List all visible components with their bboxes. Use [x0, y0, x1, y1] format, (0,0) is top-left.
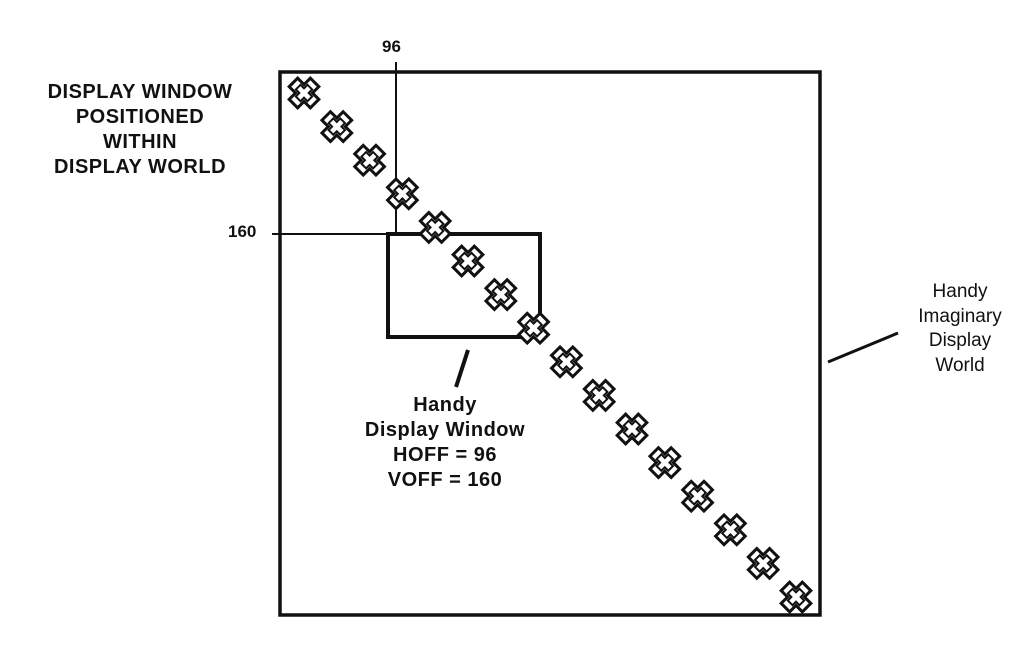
cross-outline-icon [287, 76, 321, 110]
imaginary-world-line: World [935, 355, 985, 377]
cross-outline-icon [418, 210, 453, 245]
cross-outline-icon [647, 445, 682, 480]
cross-outline-icon [385, 176, 420, 211]
cross-outline-icon [516, 311, 551, 346]
voff-value: VOFF = 160 [387, 469, 503, 491]
cross-outline-icon [582, 378, 617, 413]
cross-outline-icon [483, 277, 518, 312]
world-caption: DISPLAY WINDOW POSITIONED WITHIN DISPLAY… [30, 80, 250, 180]
cross-outline-icon [451, 244, 485, 278]
display-window-line: Display Window [364, 419, 526, 441]
cross-outline-icon [319, 109, 354, 144]
world-caption-line: POSITIONED [75, 106, 205, 128]
imaginary-world-line: Display [928, 330, 992, 352]
imaginary-world-line: Imaginary [918, 305, 1002, 327]
display-window-frame [386, 232, 542, 339]
cross-outline-icon [549, 344, 584, 379]
display-window-caption: Handy Display Window HOFF = 96 VOFF = 16… [330, 393, 560, 493]
cross-outline-icon [746, 546, 781, 581]
cross-outline-icon [779, 580, 813, 614]
world-caption-line: DISPLAY WORLD [53, 156, 227, 178]
cross-outline-icon [352, 143, 387, 178]
display-window-line: Handy [413, 394, 477, 416]
world-caption-line: DISPLAY WINDOW [47, 81, 233, 103]
display-world-frame [278, 70, 822, 617]
cross-outline-icon [713, 512, 748, 547]
world-pointer-line [827, 331, 899, 364]
cross-outline-icon [615, 412, 649, 446]
hoff-tick-label: 96 [382, 37, 401, 56]
sprite-chain [287, 76, 813, 614]
imaginary-world-caption: Handy Imaginary Display World [895, 280, 1025, 379]
world-caption-line: WITHIN [102, 131, 178, 153]
hoff-value: HOFF = 96 [393, 444, 497, 466]
cross-outline-icon [680, 479, 715, 514]
imaginary-world-line: Handy [932, 281, 988, 302]
voff-tick-label: 160 [228, 222, 257, 241]
window-pointer-line [454, 349, 470, 388]
